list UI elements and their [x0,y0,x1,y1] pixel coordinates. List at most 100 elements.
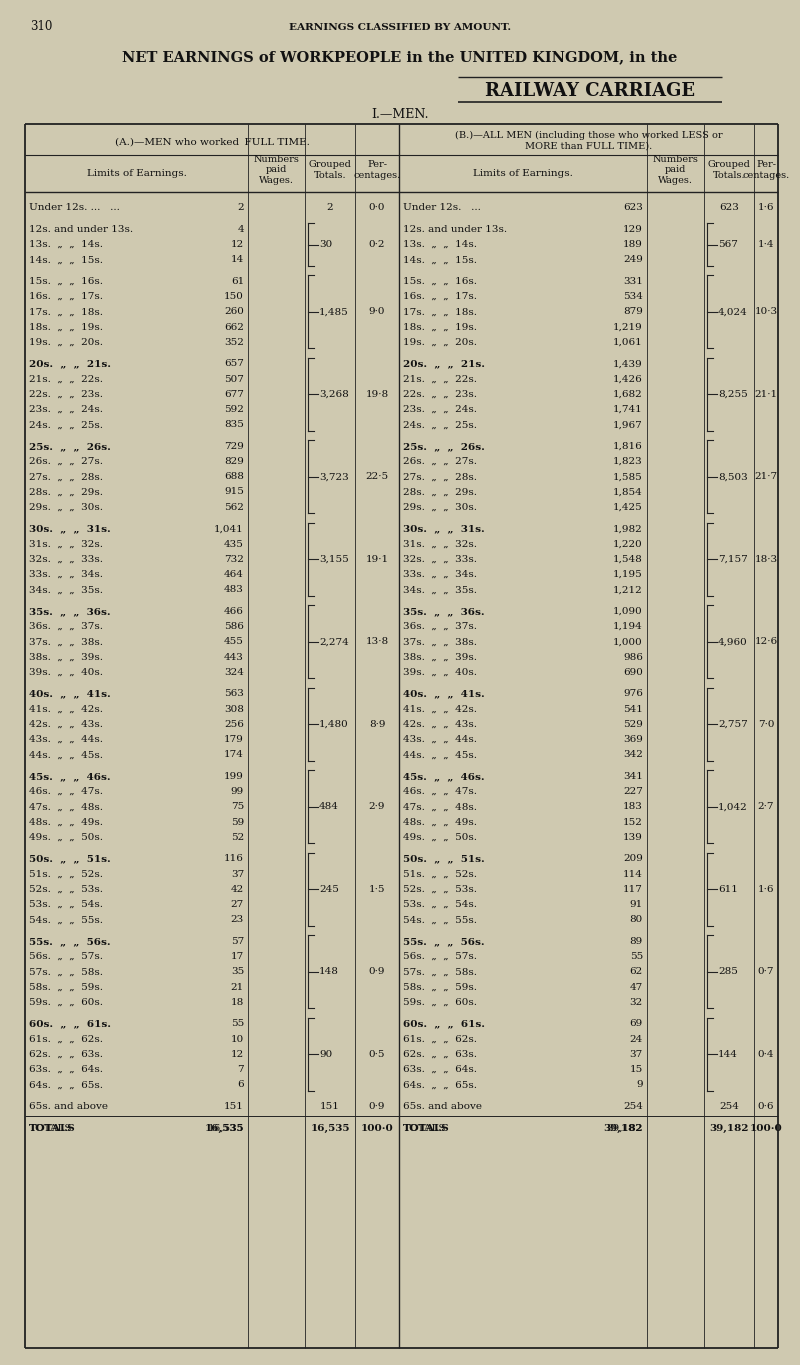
Text: 1,194: 1,194 [614,622,643,631]
Text: 117: 117 [623,885,643,894]
Text: 58s.  „  „  59s.: 58s. „ „ 59s. [29,983,103,991]
Text: 39,182: 39,182 [710,1123,749,1133]
Text: 30: 30 [319,240,332,248]
Text: 14s.  „  „  15s.: 14s. „ „ 15s. [403,255,477,265]
Text: 563: 563 [224,689,244,699]
Text: 986: 986 [623,652,643,662]
Text: 38s.  „  „  39s.: 38s. „ „ 39s. [29,652,103,662]
Text: 37: 37 [230,870,244,879]
Text: 15s.  „  „  16s.: 15s. „ „ 16s. [29,277,103,285]
Text: 24: 24 [630,1035,643,1044]
Text: 20s.  „  „  21s.: 20s. „ „ 21s. [403,359,485,369]
Text: 59s.  „  „  60s.: 59s. „ „ 60s. [403,998,477,1007]
Text: 464: 464 [224,571,244,579]
Text: 1,548: 1,548 [614,554,643,564]
Text: 0·5: 0·5 [369,1050,386,1059]
Text: 829: 829 [224,457,244,465]
Text: 50s.  „  „  51s.: 50s. „ „ 51s. [403,854,485,864]
Text: 45s.  „  „  46s.: 45s. „ „ 46s. [403,771,485,781]
Text: 1,816: 1,816 [614,442,643,450]
Text: 18: 18 [230,998,244,1007]
Text: 26s.  „  „  27s.: 26s. „ „ 27s. [403,457,477,465]
Text: 32s.  „  „  33s.: 32s. „ „ 33s. [29,554,103,564]
Text: 21·1: 21·1 [754,390,778,399]
Text: TOTALS: TOTALS [29,1123,73,1133]
Text: 9·0: 9·0 [369,307,386,317]
Text: 586: 586 [224,622,244,631]
Text: 1,741: 1,741 [614,405,643,414]
Text: 1,090: 1,090 [614,607,643,616]
Text: 60s.  „  „  61s.: 60s. „ „ 61s. [403,1020,485,1028]
Text: 567: 567 [718,240,738,248]
Text: 42: 42 [230,885,244,894]
Text: TOTALS: TOTALS [403,1123,450,1133]
Text: 27: 27 [230,900,244,909]
Text: Under 12s. ...   ...: Under 12s. ... ... [29,203,120,212]
Text: 342: 342 [623,751,643,759]
Text: 23s.  „  „  24s.: 23s. „ „ 24s. [29,405,103,414]
Text: 91: 91 [630,900,643,909]
Text: Per-
centages.: Per- centages. [742,160,790,180]
Text: 116: 116 [224,854,244,864]
Text: 623: 623 [719,203,739,212]
Text: 69: 69 [630,1020,643,1028]
Text: 20s.  „  „  21s.: 20s. „ „ 21s. [29,359,111,369]
Text: 2,274: 2,274 [319,637,349,646]
Text: 33s.  „  „  34s.: 33s. „ „ 34s. [403,571,477,579]
Text: Per-
centages.: Per- centages. [354,160,401,180]
Text: 455: 455 [224,637,244,646]
Text: 139: 139 [623,833,643,842]
Text: 52: 52 [230,833,244,842]
Text: 57s.  „  „  58s.: 57s. „ „ 58s. [403,968,477,976]
Text: 17s.  „  „  18s.: 17s. „ „ 18s. [29,307,103,317]
Text: 17: 17 [230,953,244,961]
Text: 47s.  „  „  48s.: 47s. „ „ 48s. [403,803,477,811]
Text: MORE than FULL TIME).: MORE than FULL TIME). [525,142,652,150]
Text: 54s.  „  „  55s.: 54s. „ „ 55s. [29,915,103,924]
Text: 1,000: 1,000 [614,637,643,646]
Text: 4,960: 4,960 [718,637,748,646]
Text: 43s.  „  „  44s.: 43s. „ „ 44s. [403,734,477,744]
Text: 51s.  „  „  52s.: 51s. „ „ 52s. [403,870,477,879]
Text: 209: 209 [623,854,643,864]
Text: 688: 688 [224,472,244,482]
Text: 48s.  „  „  49s.: 48s. „ „ 49s. [403,818,477,826]
Text: 19·8: 19·8 [366,390,389,399]
Text: 52s.  „  „  53s.: 52s. „ „ 53s. [29,885,103,894]
Text: 1,585: 1,585 [614,472,643,482]
Text: 28s.  „  „  29s.: 28s. „ „ 29s. [29,487,103,497]
Text: 24s.  „  „  25s.: 24s. „ „ 25s. [29,420,103,429]
Text: 2·9: 2·9 [369,803,386,811]
Text: Under 12s.   ...: Under 12s. ... [403,203,481,212]
Text: 729: 729 [224,442,244,450]
Text: 35s.  „  „  36s.: 35s. „ „ 36s. [403,607,485,616]
Text: 47s.  „  „  48s.: 47s. „ „ 48s. [29,803,103,811]
Text: 1,041: 1,041 [214,524,244,534]
Text: 10·3: 10·3 [754,307,778,317]
Text: 14: 14 [230,255,244,265]
Text: 58s.  „  „  59s.: 58s. „ „ 59s. [403,983,477,991]
Text: 976: 976 [623,689,643,699]
Text: 199: 199 [224,771,244,781]
Text: 148: 148 [319,968,339,976]
Text: 61: 61 [230,277,244,285]
Text: 18·3: 18·3 [754,554,778,564]
Text: 151: 151 [320,1102,340,1111]
Text: 49s.  „  „  50s.: 49s. „ „ 50s. [29,833,103,842]
Text: 23: 23 [230,915,244,924]
Text: 55s.  „  „  56s.: 55s. „ „ 56s. [29,936,110,946]
Text: (A.)—MEN who worked  FULL TIME.: (A.)—MEN who worked FULL TIME. [114,138,310,146]
Text: 61s.  „  „  62s.: 61s. „ „ 62s. [403,1035,477,1044]
Text: Numbers
paid
Wages.: Numbers paid Wages. [653,156,698,184]
Text: 1,212: 1,212 [614,586,643,594]
Text: 24s.  „  „  25s.: 24s. „ „ 25s. [403,420,477,429]
Text: 51s.  „  „  52s.: 51s. „ „ 52s. [29,870,103,879]
Text: 1·5: 1·5 [369,885,386,894]
Text: 40s.  „  „  41s.: 40s. „ „ 41s. [403,689,485,699]
Text: 22s.  „  „  23s.: 22s. „ „ 23s. [403,390,477,399]
Text: 28s.  „  „  29s.: 28s. „ „ 29s. [403,487,477,497]
Text: 32: 32 [630,998,643,1007]
Text: 12: 12 [230,1050,244,1059]
Text: 174: 174 [224,751,244,759]
Text: 29s.  „  „  30s.: 29s. „ „ 30s. [403,502,477,512]
